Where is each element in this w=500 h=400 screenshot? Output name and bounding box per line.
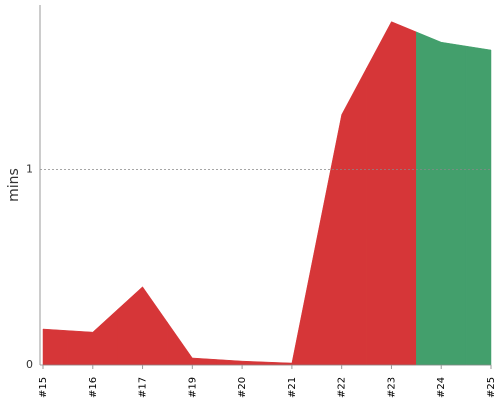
area-segment <box>416 31 467 366</box>
x-tick-label: #20 <box>237 377 248 398</box>
x-tick-label: #21 <box>287 377 298 398</box>
x-tick-label: #23 <box>386 377 397 398</box>
y-axis-label: mins <box>6 168 22 202</box>
area-segment <box>167 321 218 366</box>
area-segment <box>42 328 69 366</box>
area-segment <box>366 21 417 366</box>
x-tick-label: #25 <box>486 377 497 398</box>
area-segment <box>67 308 118 366</box>
area-segment <box>316 67 367 366</box>
y-tick-label: 1 <box>26 162 33 175</box>
area-segment <box>117 286 168 366</box>
x-tick-label: #24 <box>436 377 447 398</box>
x-tick-label: #15 <box>38 377 49 398</box>
x-tick-label: #16 <box>88 377 99 398</box>
x-tick-label: #17 <box>138 377 149 398</box>
area-segment <box>266 238 318 366</box>
area-segment <box>465 45 492 366</box>
x-tick-label: #19 <box>187 377 198 398</box>
y-tick-label: 0 <box>26 358 33 371</box>
x-tick-label: #22 <box>337 377 348 398</box>
area-segment <box>216 359 268 366</box>
